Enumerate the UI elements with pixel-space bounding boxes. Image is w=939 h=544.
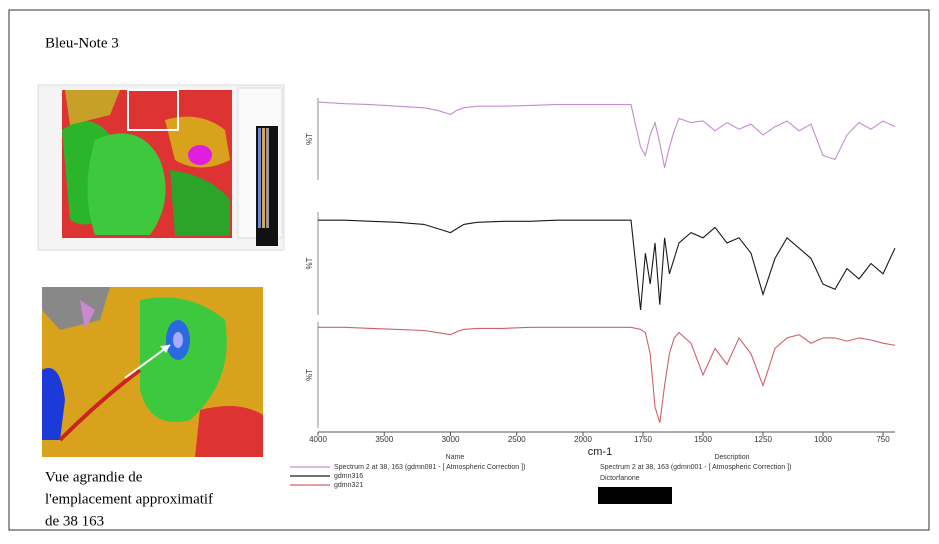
caption-line: de 38 163 [45, 513, 104, 529]
spectrum-line [318, 326, 896, 423]
caption-line: l'emplacement approximatif [45, 491, 213, 507]
spectra-chart: 4000 3500 3000 2500 2000 1750 1500 1250 1000 750 c… [290, 98, 896, 489]
x-tick-label: 1000 [814, 435, 832, 444]
spectrum-line [318, 219, 896, 310]
y-axis-label: %T [305, 257, 314, 269]
spectrum-line [317, 101, 896, 168]
x-tick-label: 2000 [574, 435, 592, 444]
x-tick-label: 2500 [508, 435, 526, 444]
zoom-image [42, 287, 263, 457]
redaction-box [598, 487, 672, 504]
y-axis-label: %T [305, 369, 314, 381]
map-image [37, 84, 285, 251]
legend-description: Spectrum 2 at 38, 163 (gdmn001 - [ Atmos… [600, 464, 791, 471]
caption-line: Vue agrandie de [45, 469, 143, 485]
title: Bleu-Note 3 [45, 35, 119, 51]
x-tick-label: 3000 [442, 435, 460, 444]
x-tick-label: 750 [876, 435, 890, 444]
y-axis-label: %T [305, 133, 314, 145]
legend-label: gdmn321 [334, 482, 363, 489]
legend-label: Spectrum 2 at 38, 163 (gdmn081 - [ Atmos… [334, 464, 525, 471]
legend-header: Description [714, 454, 749, 461]
x-tick-label: 3500 [375, 435, 393, 444]
legend-description: Dictorfanone [600, 475, 640, 482]
x-axis-label: cm-1 [588, 446, 612, 458]
x-tick-label: 1500 [694, 435, 712, 444]
x-tick-label: 4000 [309, 435, 327, 444]
x-tick-label: 1250 [754, 435, 772, 444]
legend-label: gdmn316 [334, 473, 363, 480]
x-tick-label: 1750 [634, 435, 652, 444]
legend-header: Name [446, 454, 465, 461]
